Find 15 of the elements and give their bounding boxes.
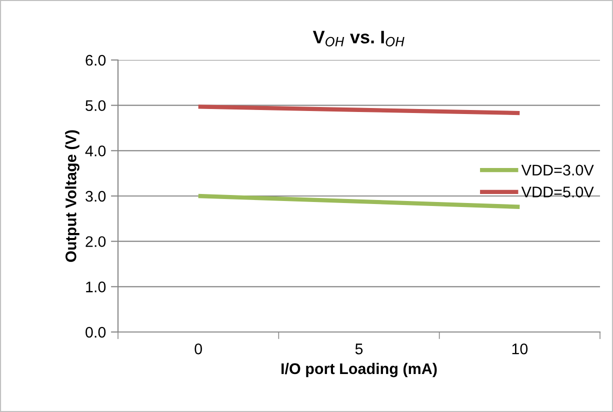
legend-label: VDD=3.0V <box>521 164 594 176</box>
y-tick-label: 0.0 <box>86 326 106 338</box>
y-axis-title: Output Voltage (V) <box>65 130 80 262</box>
y-tick-label: 6.0 <box>86 54 106 66</box>
y-tick-label: 1.0 <box>86 282 106 292</box>
x-tick-label: 0 <box>194 344 202 354</box>
y-tick-label: 4.0 <box>85 146 106 156</box>
x-tick-label: 10 <box>512 344 528 354</box>
y-tick-label: 2.0 <box>86 236 106 248</box>
x-axis-title: I/O port Loading (mA) <box>282 362 437 378</box>
y-tick-label: 5.0 <box>86 100 106 112</box>
x-tick-label: 5 <box>355 344 363 354</box>
legend-label: VDD=5.0V <box>521 186 594 198</box>
y-tick-label: 3.0 <box>86 190 106 202</box>
chart-title: V$_{OH}$ vs. I$_{OH}$ <box>312 30 404 46</box>
